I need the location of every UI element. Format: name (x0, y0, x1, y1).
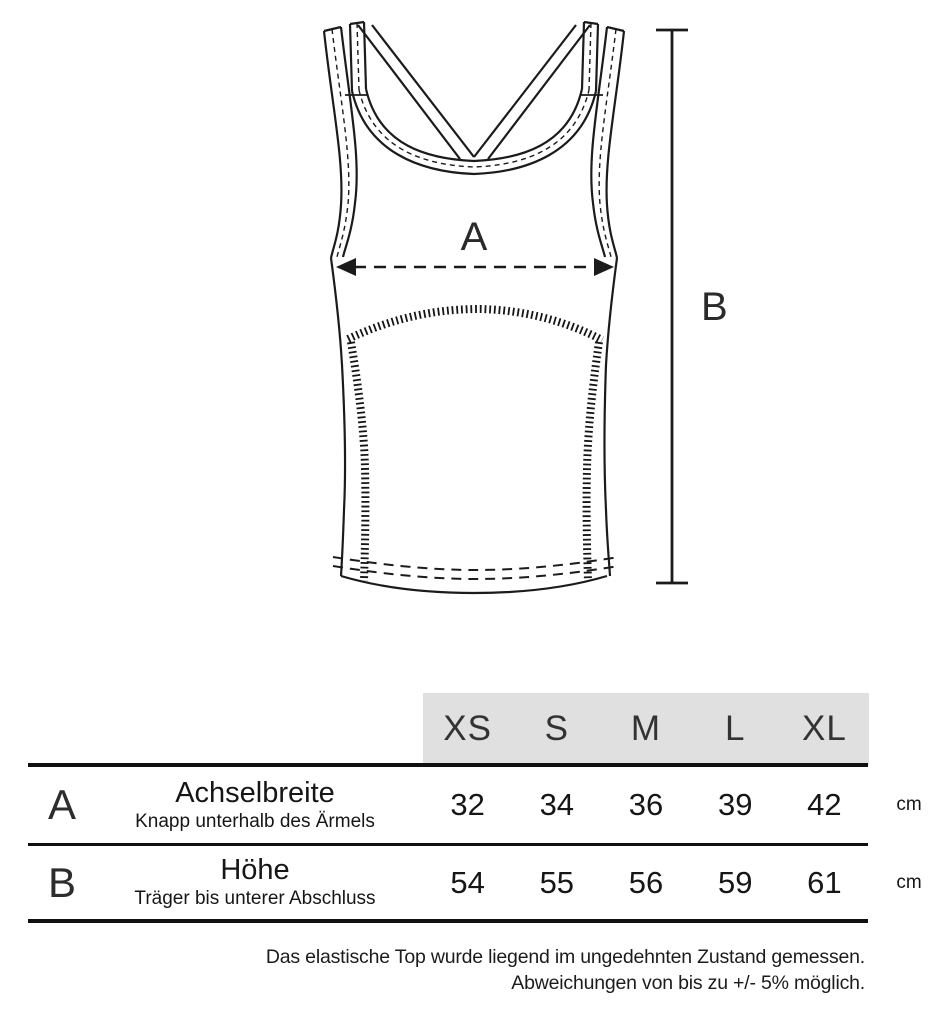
size-header-m: M (630, 709, 662, 748)
disclaimer-line-2: Abweichungen von bis zu +/- 5% möglich. (511, 972, 865, 994)
size-header-xl: XL (802, 709, 847, 748)
size-header-row: XS S M L XL (423, 693, 869, 765)
row-unit: cm (896, 794, 922, 815)
value-xl: 42 (807, 787, 842, 822)
arrowhead-left-icon (336, 258, 356, 276)
row-values: 32 34 36 39 42 (423, 767, 869, 843)
value-xl: 61 (807, 864, 842, 900)
table-rule-top (28, 763, 868, 767)
value-l: 59 (717, 864, 753, 900)
body-outline (329, 257, 619, 595)
row-letter: B (47, 858, 76, 906)
row-name-description: Träger bis unterer Abschluss (134, 888, 376, 909)
right-outer-strap (590, 25, 626, 259)
value-xs: 32 (450, 787, 485, 822)
measurement-a-label: A (461, 215, 488, 259)
arrowhead-right-icon (594, 258, 614, 276)
hem-stitch-lines (332, 556, 620, 580)
decorative-zigzag-stitching (346, 305, 604, 582)
row-letter: A (47, 781, 76, 828)
tank-top-size-diagram: A B (322, 20, 728, 595)
table-rule-bottom (28, 919, 868, 923)
left-outer-strap (322, 25, 358, 259)
row-name-title: Achselbreite (175, 776, 335, 809)
row-name-title: Höhe (220, 854, 290, 886)
value-s: 34 (539, 787, 575, 822)
value-m: 36 (628, 787, 664, 822)
row-unit: cm (896, 871, 922, 893)
measurement-b (656, 28, 688, 585)
table-row-hoehe: B Höhe Träger bis unterer Abschluss 54 5… (0, 846, 948, 919)
row-values: 54 55 56 59 61 (423, 846, 869, 919)
size-header-s: S (544, 709, 569, 748)
disclaimer-line-1: Das elastische Top wurde liegend im unge… (265, 946, 865, 968)
row-name-block: Höhe Träger bis unterer Abschluss (95, 846, 415, 919)
table-row-achselbreite: A Achselbreite Knapp unterhalb des Ärmel… (0, 767, 948, 843)
table-rule-middle (28, 843, 868, 846)
cross-back-straps (357, 24, 591, 160)
value-s: 55 (539, 864, 575, 900)
row-name-description: Knapp unterhalb des Ärmels (135, 810, 375, 832)
size-header-xs: XS (443, 709, 492, 748)
row-name-block: Achselbreite Knapp unterhalb des Ärmels (95, 767, 415, 843)
measurement-a (336, 258, 614, 276)
measurement-disclaimer: Das elastische Top wurde liegend im unge… (266, 944, 865, 996)
measurement-b-label: B (701, 285, 728, 329)
neckband (350, 88, 598, 176)
value-l: 39 (717, 787, 753, 822)
value-m: 56 (628, 864, 664, 900)
value-xs: 54 (450, 864, 485, 900)
size-header-l: L (724, 709, 746, 748)
